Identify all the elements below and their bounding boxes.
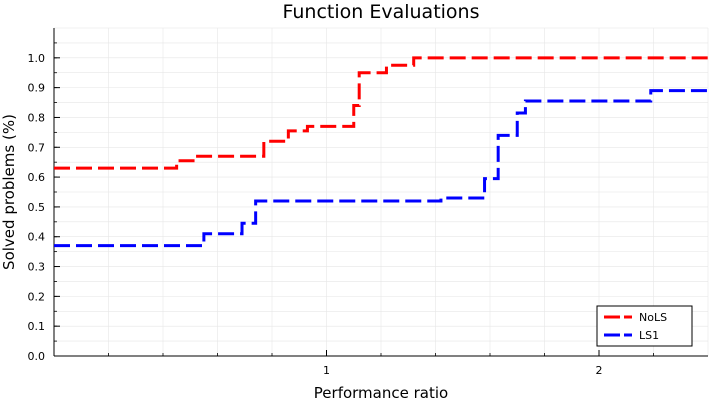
x-tick-label: 2	[596, 364, 603, 377]
y-tick-label: 0.1	[28, 320, 46, 333]
series-line-ls1	[54, 89, 708, 248]
y-tick-label: 0.5	[28, 201, 46, 214]
y-tick-label: 1.0	[28, 52, 46, 65]
y-axis-label: Solved problems (%)	[0, 114, 18, 270]
y-tick-label: 0.7	[28, 141, 46, 154]
y-tick-label: 0.9	[28, 82, 46, 95]
ticks: 1 2 0.0 0.1 0.2 0.3 0.4 0.5 0.6 0.7 0.8 0.9 1.0	[28, 42, 654, 377]
legend: NoLS LS1	[596, 305, 693, 347]
x-tick-label: 1	[323, 364, 330, 377]
y-tick-label: 0.6	[28, 171, 46, 184]
legend-label-ls1: LS1	[639, 329, 659, 342]
y-tick-label: 0.8	[28, 111, 46, 124]
x-axis-label: Performance ratio	[314, 384, 448, 400]
series	[54, 56, 708, 248]
y-tick-label: 0.4	[28, 231, 46, 244]
legend-box	[596, 305, 693, 347]
legend-label-nols: NoLS	[639, 311, 667, 324]
grid	[53, 27, 709, 357]
y-tick-label: 0.0	[28, 350, 46, 363]
y-tick-label: 0.3	[28, 261, 46, 274]
series-line-nols	[54, 56, 708, 170]
chart-title: Function Evaluations	[282, 1, 479, 23]
y-tick-label: 0.2	[28, 290, 46, 303]
